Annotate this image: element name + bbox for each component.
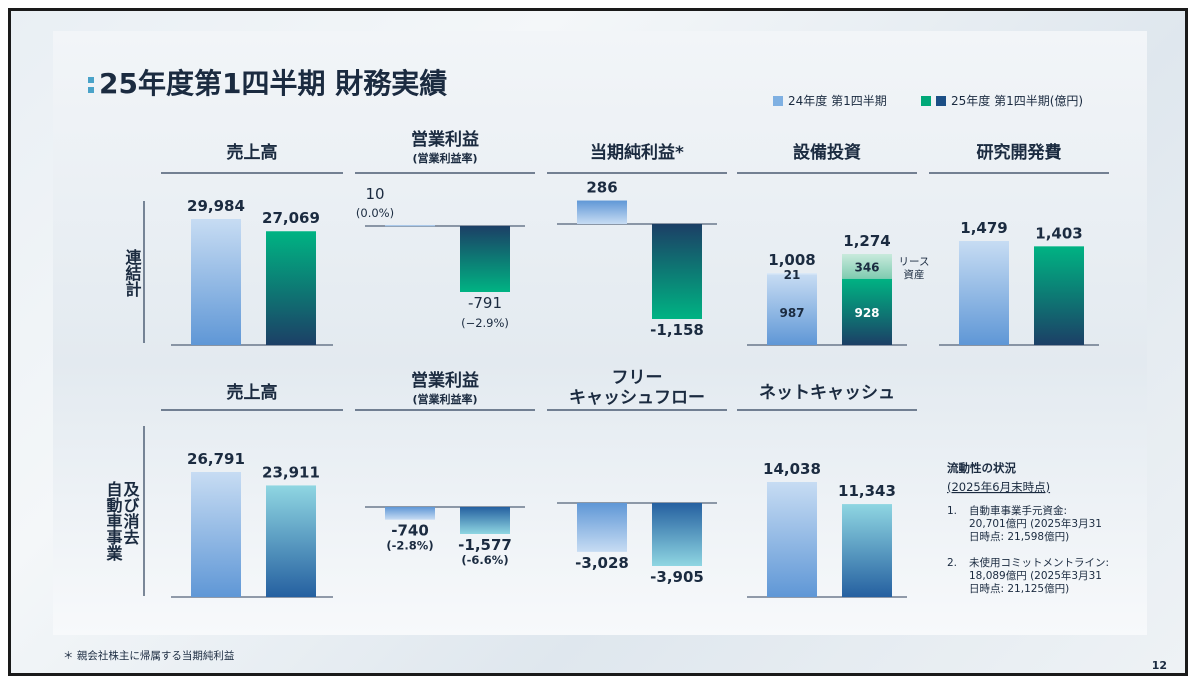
data-label: 26,791 [187,450,245,468]
liquidity-subtitle: (2025年6月末時点) [947,480,1050,494]
bar [959,241,1009,345]
slide: 25年度第1四半期 財務実績 24年度 第1四半期 25年度 第1四半期(億円)… [8,8,1188,676]
bar [652,503,702,566]
data-label-capex-lease: 346 [854,260,879,274]
chart-title: ネットキャッシュ [759,383,895,403]
data-label: 23,911 [262,463,320,481]
legend-label-fy24: 24年度 第1四半期 [788,93,887,108]
data-label: -3,028 [575,554,629,572]
data-label: 10 [365,185,384,203]
data-sublabel: (-6.6%) [461,553,508,567]
bar [385,225,435,227]
data-label: 1,008 [768,251,815,269]
data-sublabel: (0.0%) [356,206,394,220]
title-accent-mark-top [88,77,94,83]
chart-title: 当期純利益* [590,142,684,163]
bar [266,485,316,597]
row-label-consolidated: 連結計 [123,248,142,298]
chart-panel: 研究開発費 1,479 1,403 [929,142,1109,346]
liquidity-item-number: 2. [947,557,957,569]
legend-swatch-fy24 [773,96,783,106]
chart-title: 営業利益 [411,129,479,150]
bar [842,504,892,597]
bar [191,219,241,345]
bar [191,472,241,597]
footnote: ＊ 親会社株主に帰属する当期純利益 [63,649,235,662]
row-label-auto-line: 自動車事業 [104,480,124,562]
data-label-capex-lease: 21 [784,268,801,282]
financial-charts: 25年度第1四半期 財務実績 24年度 第1四半期 25年度 第1四半期(億円)… [63,67,1167,672]
data-label-capex-base: 987 [779,306,804,320]
chart-subtitle: (営業利益率) [412,151,477,165]
bar [1034,246,1084,345]
bar [652,224,702,319]
chart-title: フリー [612,368,663,388]
chart-title: 営業利益 [411,370,479,391]
data-label: 14,038 [763,460,821,478]
chart-panel: 当期純利益* 286 -1,158 [547,142,727,339]
data-label-capex-base: 928 [854,306,879,320]
bar [460,507,510,534]
chart-title: 設備投資 [793,142,861,163]
data-label: 286 [586,179,617,197]
bar-capex-lease [767,273,817,275]
page-number: 12 [1152,659,1167,672]
chart-subtitle: (営業利益率) [412,392,477,406]
data-label: -740 [391,522,429,540]
data-label: 1,479 [960,219,1007,237]
liquidity-item-line: 18,089億円 (2025年3月31 [969,569,1102,582]
title-accent-mark-bottom [88,87,94,93]
row-label-auto: 自動車事業及び消去 [104,480,140,562]
bar [460,226,510,292]
data-label: 1,274 [843,232,890,250]
lease-asset-label: リース [899,256,930,268]
liquidity-item-line: 20,701億円 (2025年3月31 [969,517,1102,530]
chart-title: キャッシュフロー [569,388,705,408]
bar [266,231,316,345]
chart-group: 売上高29,98427,069営業利益(営業利益率)10(0.0%)-791(−… [161,129,1109,598]
legend-swatch-fy25-green [921,96,931,106]
liquidity-item-line: 未使用コミットメントライン: [969,556,1109,569]
data-label: 1,403 [1035,224,1082,242]
data-label: -1,158 [650,321,704,339]
chart-title: 売上高 [227,382,278,403]
legend-label-fy25: 25年度 第1四半期(億円) [951,93,1083,108]
chart-panel: 売上高 29,984 27,069 [161,142,343,346]
chart-panel: 売上高 26,791 23,911 [161,382,343,598]
data-label: -3,905 [650,568,704,586]
row-label-auto-line: 及び消去 [121,481,140,546]
data-label: 27,069 [262,209,320,227]
data-label: 11,343 [838,482,896,500]
data-label: 29,984 [187,197,245,215]
bar [385,507,435,520]
bar-capex-lease [842,254,892,279]
data-sublabel: (-2.8%) [386,539,433,553]
data-sublabel: (−2.9%) [461,316,509,330]
liquidity-title: 流動性の状況 [947,461,1016,475]
bar [577,503,627,552]
liquidity-item-line: 日時点: 21,598億円) [969,530,1069,543]
lease-asset-label: 資産 [904,268,925,281]
bar [577,200,627,224]
chart-title: 売上高 [227,142,278,163]
bar-capex-base [767,274,817,345]
data-label: -1,577 [458,536,512,554]
liquidity-item-number: 1. [947,505,957,517]
page-title: 25年度第1四半期 財務実績 [99,67,447,100]
bar [767,482,817,597]
bar-capex-base [842,278,892,345]
chart-panel: 営業利益(営業利益率) 10 (0.0%) -791 (−2.9%) [355,129,535,330]
chart-panel: 営業利益(営業利益率) -740(-2.8%) -1,577(-6.6%) [355,370,535,567]
liquidity-item-line: 自動車事業手元資金: [969,504,1067,517]
chart-panel: ネットキャッシュ 14,038 11,343 [737,383,917,598]
data-label: -791 [468,294,502,312]
chart-title: 研究開発費 [977,142,1062,163]
liquidity-item-line: 日時点: 21,125億円) [969,582,1069,595]
legend-swatch-fy25-blue [936,96,946,106]
